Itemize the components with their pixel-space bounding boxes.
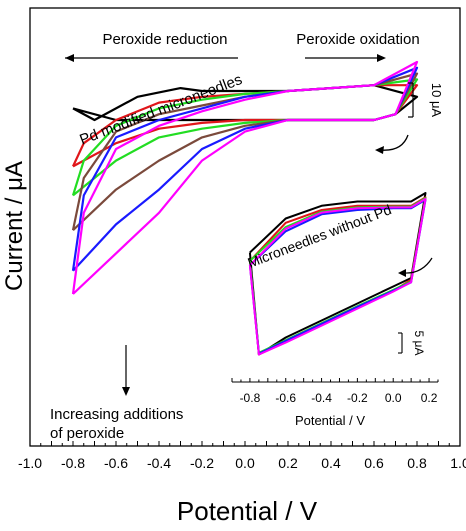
reduction-annotation: Peroxide reduction — [65, 31, 238, 62]
main-x-axis-ticks — [29, 441, 461, 446]
main-x-tick-labels: -1.0 -0.8 -0.6 -0.4 -0.2 0.0 0.2 0.4 0.6 0.8 1.0 — [18, 455, 466, 471]
inset-sweep-arrow — [403, 257, 433, 274]
reduction-label: Peroxide reduction — [102, 31, 227, 48]
inset-x-tick-label: -0.4 — [311, 391, 332, 405]
main-x-tick-label: -0.8 — [61, 455, 85, 471]
oxidation-label: Peroxide oxidation — [296, 31, 419, 48]
inset-x-tick-label: 0.2 — [421, 391, 438, 405]
main-series-line-6 — [71, 60, 419, 295]
main-x-tick-label: 0.4 — [321, 455, 341, 471]
main-x-tick-label: 0.0 — [235, 455, 255, 471]
main-x-tick-label: -0.4 — [147, 455, 171, 471]
main-x-axis-label: Potential / V — [177, 496, 318, 526]
inset-plot: -0.8 -0.6 -0.4 -0.2 0.0 0.2 Potential / V Mic… — [231, 192, 439, 428]
oxidation-annotation: Peroxide oxidation — [296, 31, 420, 62]
main-series-group — [71, 60, 419, 295]
inset-series-group — [248, 192, 427, 356]
main-x-tick-label: 1.0 — [450, 455, 466, 471]
inset-x-tick-label: -0.6 — [275, 391, 296, 405]
main-x-tick-label: -0.6 — [104, 455, 128, 471]
main-series-line-1 — [72, 84, 419, 122]
main-x-tick-label: 0.6 — [364, 455, 384, 471]
main-series-line-3 — [71, 78, 419, 197]
inset-scale-bar: 5 μA — [398, 331, 426, 356]
main-sweep-arrow — [379, 134, 409, 151]
main-x-tick-label: -1.0 — [18, 455, 42, 471]
main-x-tick-label: -0.2 — [190, 455, 214, 471]
main-y-axis-label: Current / μA — [1, 161, 28, 291]
inset-x-tick-label: 0.0 — [385, 391, 402, 405]
main-series-line-2 — [72, 84, 419, 168]
increasing-label-line1: Increasing additions — [50, 406, 183, 423]
inset-series-line-1 — [248, 192, 427, 356]
main-scale-bar: 10 μA — [408, 82, 444, 118]
main-x-tick-label: 0.8 — [407, 455, 427, 471]
main-series-line-4 — [71, 72, 419, 231]
main-scale-bar-label: 10 μA — [429, 83, 444, 118]
inset-scale-bar-label: 5 μA — [412, 331, 426, 356]
inset-x-axis-ticks — [231, 378, 439, 382]
main-x-tick-label: 0.2 — [278, 455, 298, 471]
inset-x-tick-label: -0.2 — [347, 391, 368, 405]
inset-x-tick-labels: -0.8 -0.6 -0.4 -0.2 0.0 0.2 — [240, 391, 438, 405]
inset-x-axis-label: Potential / V — [295, 413, 365, 428]
main-series-line-5 — [71, 66, 419, 272]
inset-x-tick-label: -0.8 — [240, 391, 261, 405]
inset-series-line-5 — [248, 197, 427, 356]
increasing-additions-annotation: Increasing additions of peroxide — [50, 345, 183, 442]
increasing-label-line2: of peroxide — [50, 425, 124, 442]
